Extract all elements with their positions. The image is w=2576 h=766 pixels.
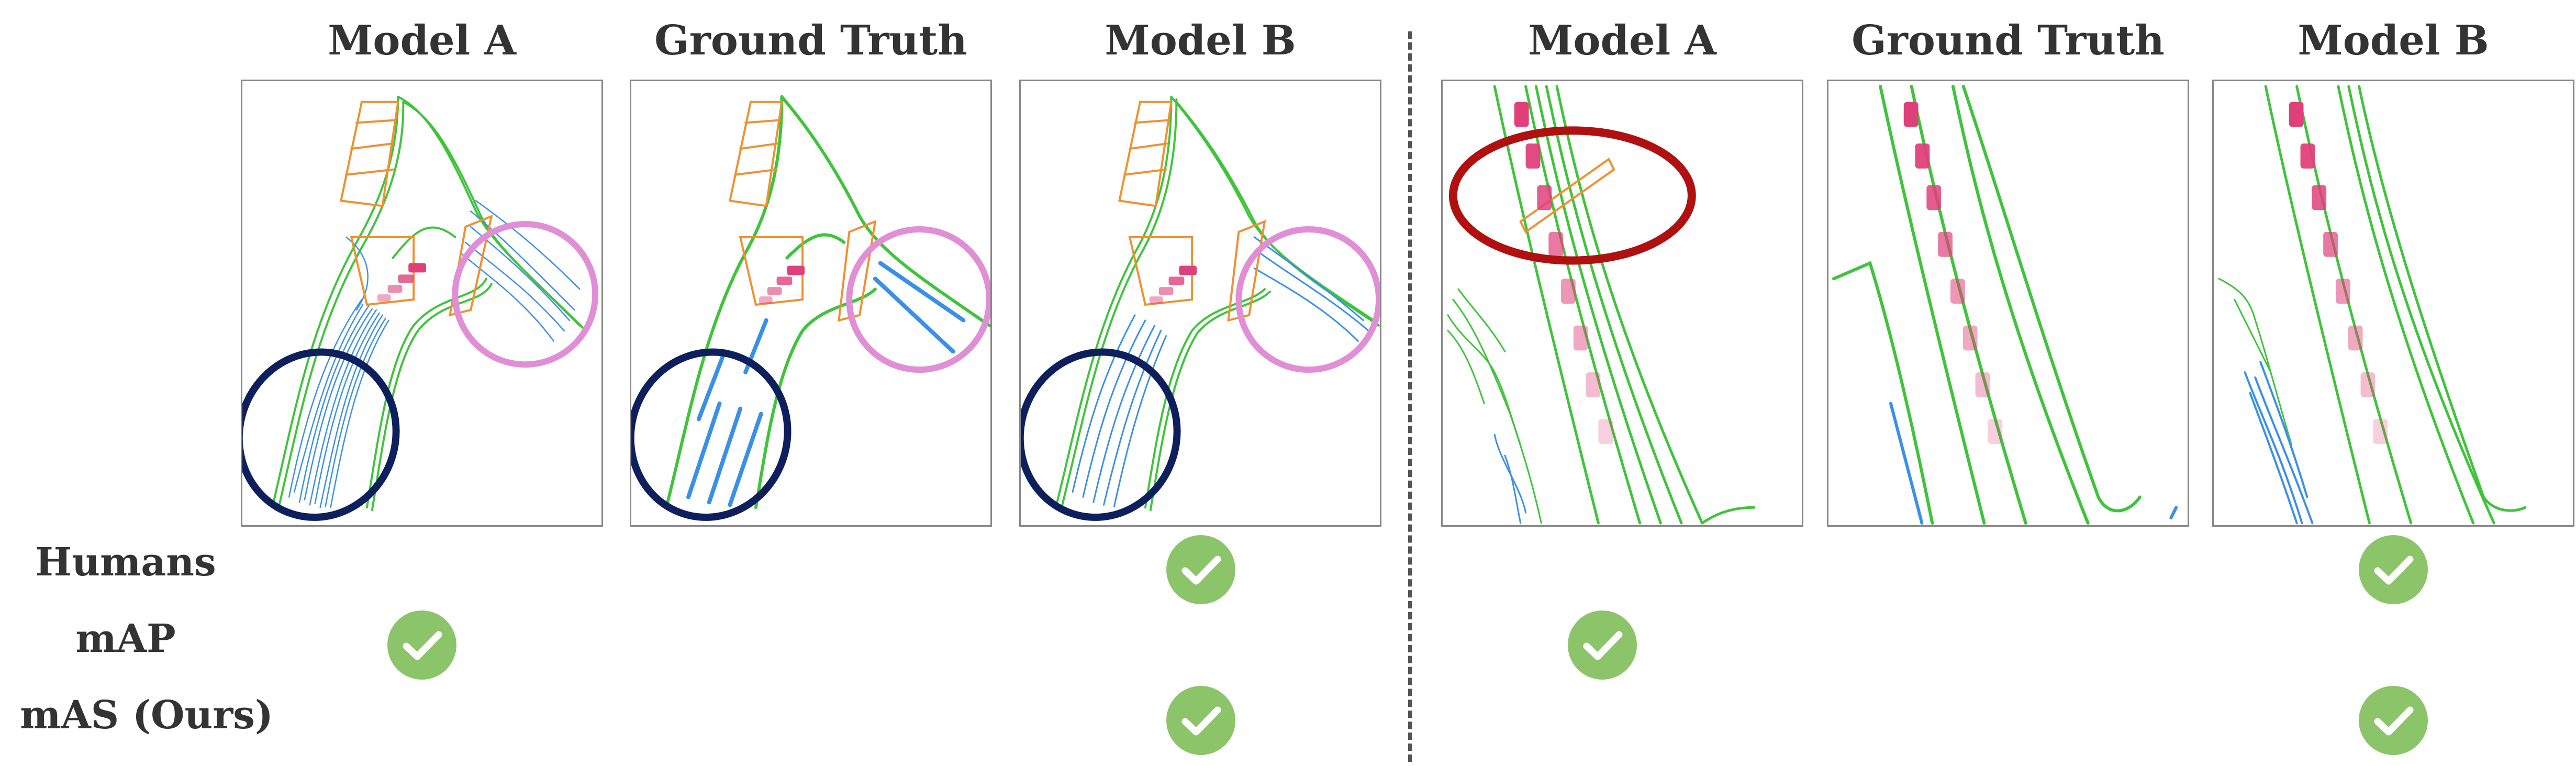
row-label-map: mAP [75,616,176,661]
check-circle-icon [1166,535,1235,604]
highlight-navy-ellipse [1021,348,1181,521]
highlight-red-ellipse [1448,126,1696,265]
header-left-ground-truth: Ground Truth [654,17,967,64]
header-left-model-b: Model B [1105,17,1296,64]
check-circle-icon [1568,610,1637,680]
highlight-pink-circle [452,221,599,368]
map-prediction-right-model-b [2218,85,2527,525]
header-right-model-b: Model B [2298,17,2489,64]
header-left-model-a: Model A [328,17,516,64]
panel-right-model-b [2212,80,2574,527]
check-circle-icon [2359,686,2428,755]
check-circle-icon [2359,535,2428,604]
panel-right-ground-truth [1827,80,2189,527]
highlight-navy-ellipse [631,348,791,521]
check-circle-icon [387,610,456,680]
map-prediction-right-model-a [1447,85,1756,525]
panel-left-ground-truth [630,80,992,527]
map-ground-truth-right [1832,84,2178,525]
map-prediction-left-model-a [242,95,599,521]
row-label-humans: Humans [35,540,216,585]
panel-left-model-a [241,80,603,527]
row-label-mas: mAS (Ours) [20,693,273,738]
highlight-navy-ellipse [242,348,400,521]
header-right-model-a: Model A [1528,17,1716,64]
map-prediction-left-model-b [1021,95,1380,521]
panel-right-model-a [1441,80,1803,527]
highlight-pink-circle [1235,226,1380,373]
check-circle-icon [1166,686,1235,755]
group-divider [1408,31,1412,762]
highlight-pink-circle [846,226,990,373]
map-ground-truth-left [631,95,990,521]
header-right-ground-truth: Ground Truth [1852,17,2165,64]
panel-left-model-b [1019,80,1381,527]
